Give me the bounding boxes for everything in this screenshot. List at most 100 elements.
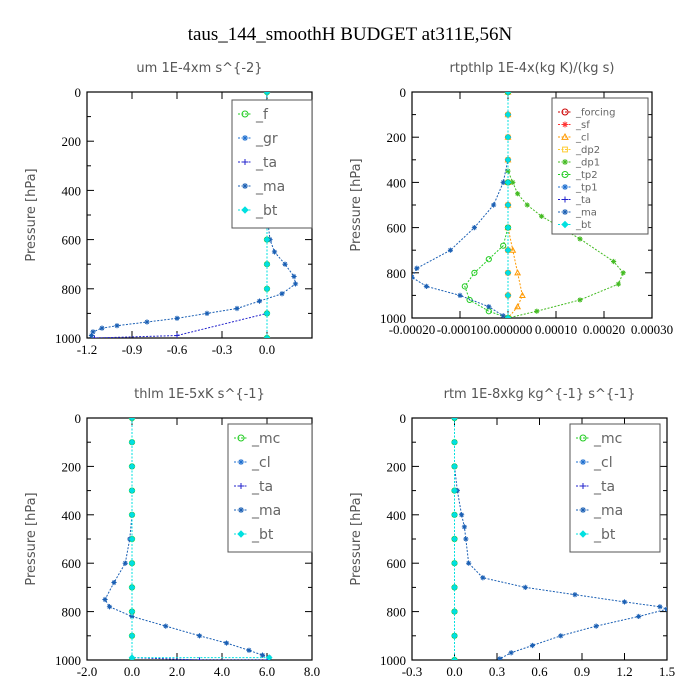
legend-label: _bt (575, 220, 591, 231)
data-point (451, 463, 458, 470)
x-tick-label: -2.0 (77, 664, 98, 679)
x-tick-label: 0.6 (531, 664, 548, 679)
chart-3: thlm 1E-5xK s^{-1} 0 200 400 600 800 1000-2.0 0… (24, 387, 320, 679)
data-point (263, 285, 271, 293)
x-tick-label: 0.00020 (583, 322, 625, 337)
legend-marker (562, 209, 568, 215)
legend-marker (562, 159, 568, 165)
data-point (451, 418, 458, 422)
data-point (451, 487, 458, 494)
data-point (486, 304, 492, 310)
data-point (485, 256, 492, 263)
x-tick-label: 0.0 (124, 664, 140, 679)
legend-label: _ma (255, 179, 285, 195)
y-tick-label: 1000 (380, 653, 406, 668)
y-tick-label: 0 (400, 411, 407, 426)
legend-label: _gr (255, 131, 278, 147)
chart-title: rtm 1E-8xkg kg^{-1} s^{-1} (444, 387, 636, 402)
legend-marker (242, 135, 248, 141)
legend-label: _dp1 (575, 158, 600, 169)
y-axis-label: Pressure [hPa] (24, 168, 39, 261)
data-point (282, 261, 288, 267)
data-point (500, 242, 507, 249)
data-point (504, 269, 512, 277)
y-tick-label: 800 (387, 266, 407, 281)
data-point (463, 536, 469, 542)
data-point (657, 604, 663, 610)
data-point (128, 418, 136, 422)
data-point (102, 596, 108, 603)
legend: _mc _cl _ta _ma _bt (569, 423, 661, 553)
data-point (461, 283, 468, 290)
y-tick-label: 200 (387, 459, 407, 474)
data-point (451, 584, 458, 591)
y-tick-label: 800 (387, 605, 407, 620)
data-point (621, 599, 628, 605)
legend-marker (562, 121, 568, 128)
chart-1: um 1E-4xm s^{-2} 0 200 400 600 800 1000-1.2 -0.… (24, 61, 313, 357)
data-point (223, 640, 230, 646)
series-area (451, 418, 667, 660)
legend-marker (242, 183, 248, 189)
data-point (504, 179, 512, 186)
data-point (593, 623, 599, 629)
y-tick-label: 1000 (380, 311, 406, 326)
data-point (128, 511, 136, 519)
legend-label: _mc (251, 431, 280, 447)
data-point (504, 292, 512, 299)
data-point (271, 249, 278, 255)
legend-marker (242, 159, 248, 165)
legend-marker (561, 108, 569, 116)
x-tick-label: -0.3 (402, 664, 423, 679)
legend-label: _forcing (575, 108, 616, 119)
y-axis-label: Pressure [hPa] (349, 492, 364, 585)
y-tick-label: 400 (62, 508, 82, 523)
legend-label: _ma (593, 503, 623, 519)
data-point (514, 269, 522, 276)
data-point (128, 487, 136, 494)
legend-label: _bt (255, 203, 278, 219)
data-point (491, 202, 497, 208)
legend-label: _sf (575, 120, 590, 131)
y-tick-label: 600 (62, 233, 82, 248)
data-point (423, 283, 429, 289)
legend-label: _ma (251, 503, 281, 519)
data-point (174, 332, 180, 338)
data-point (292, 281, 299, 287)
legend-marker (238, 483, 244, 489)
y-tick-label: 600 (387, 556, 407, 571)
series-line (412, 92, 509, 317)
data-point (504, 246, 512, 254)
x-tick-label: 6.0 (259, 664, 275, 679)
legend-label: _bt (593, 527, 616, 543)
x-tick-label: 0.000000 (484, 322, 533, 337)
data-point (259, 652, 266, 658)
data-point (128, 608, 136, 615)
legend-label: _tp1 (575, 183, 598, 194)
legend-marker (561, 171, 569, 178)
data-point (504, 111, 512, 118)
y-tick-label: 200 (387, 130, 407, 145)
legend-marker (561, 132, 569, 140)
legend-marker (562, 146, 568, 153)
legend-marker (580, 483, 586, 489)
x-tick-label: 8.0 (304, 664, 320, 679)
data-point (504, 201, 512, 209)
y-tick-label: 400 (62, 183, 82, 198)
data-point (471, 269, 478, 276)
x-tick-label: 1.5 (659, 664, 675, 679)
data-point (204, 310, 210, 316)
data-point (509, 246, 517, 253)
y-tick-label: 800 (62, 282, 82, 297)
y-tick-label: 400 (387, 175, 407, 190)
x-tick-label: 0.0 (446, 664, 462, 679)
x-tick-label: -0.00010 (437, 322, 484, 337)
data-point (505, 168, 511, 174)
data-point (518, 291, 526, 298)
legend: _forcing_sf _cl_dp2 _dp1_tp2 _tp1_ta _ma_bt (551, 97, 649, 235)
y-tick-label: 800 (62, 605, 82, 620)
data-point (471, 225, 477, 231)
data-point (412, 274, 415, 280)
chart-title: um 1E-4xm s^{-2} (136, 61, 262, 76)
